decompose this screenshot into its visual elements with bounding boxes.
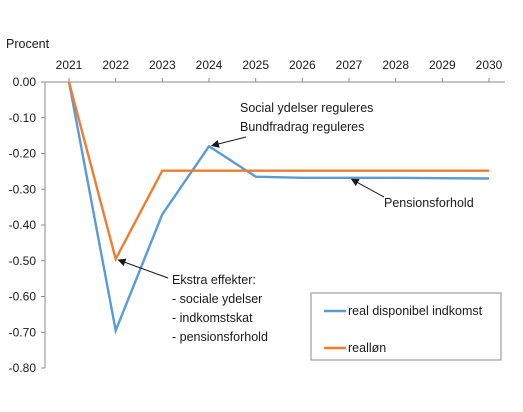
y-tick-label: -0.50 xyxy=(9,254,37,268)
y-tick-label: -0.40 xyxy=(9,218,37,232)
legend: real disponibel indkomst realløn xyxy=(310,292,502,361)
x-tick-label: 2023 xyxy=(149,58,176,72)
annotation-arrow xyxy=(350,178,385,198)
y-tick-label: -0.80 xyxy=(9,361,37,375)
legend-label: real disponibel indkomst xyxy=(348,304,483,318)
annotation-arrow xyxy=(210,136,247,148)
annotation-text: - pensionsforhold xyxy=(172,330,268,344)
annotation: Pensionsforhold xyxy=(350,178,474,210)
x-tick-label: 2027 xyxy=(336,58,363,72)
annotation-text: - indkomstskat xyxy=(172,311,253,325)
y-ticks: 0.00 -0.10 -0.20 -0.30 -0.40 -0.50 -0.60 -0.70 -… xyxy=(9,75,45,375)
series-line-reall-n xyxy=(67,81,489,263)
annotation: Ekstra effekter: - sociale ydelser - indko… xyxy=(117,258,268,344)
annotation: Social ydelser reguleres Bundfradrag regu… xyxy=(210,101,373,148)
annotation-text: Ekstra effekter: xyxy=(172,273,256,287)
series-line-real-disponibel-indkomst xyxy=(67,81,490,335)
annotations: Social ydelser reguleres Bundfradrag regu… xyxy=(117,101,474,344)
y-tick-label: -0.60 xyxy=(9,290,37,304)
y-tick-label: -0.30 xyxy=(9,182,37,196)
y-tick-label: -0.70 xyxy=(9,325,37,339)
series-lines xyxy=(67,81,490,335)
y-tick-label: -0.10 xyxy=(9,111,37,125)
x-tick-label: 2021 xyxy=(56,58,83,72)
annotation-text: - sociale ydelser xyxy=(172,292,262,306)
x-tick-label: 2022 xyxy=(102,58,129,72)
x-tick-label: 2026 xyxy=(289,58,316,72)
y-tick-label: 0.00 xyxy=(13,75,37,89)
annotation-arrow xyxy=(117,258,169,279)
x-tick-label: 2024 xyxy=(196,58,223,72)
x-ticks: 2021 2022 2023 2024 2025 2026 2027 2028 2029 2030 xyxy=(56,58,503,82)
x-tick-label: 2030 xyxy=(476,58,503,72)
annotation-text: Pensionsforhold xyxy=(384,196,474,210)
annotation-text: Bundfradrag reguleres xyxy=(240,120,364,134)
y-axis-label: Procent xyxy=(6,37,50,51)
y-tick-label: -0.20 xyxy=(9,147,37,161)
annotation-text: Social ydelser reguleres xyxy=(240,101,373,115)
legend-label: realløn xyxy=(348,341,386,355)
x-tick-label: 2025 xyxy=(242,58,269,72)
x-tick-label: 2028 xyxy=(382,58,409,72)
axes xyxy=(44,81,505,368)
x-tick-label: 2029 xyxy=(429,58,456,72)
